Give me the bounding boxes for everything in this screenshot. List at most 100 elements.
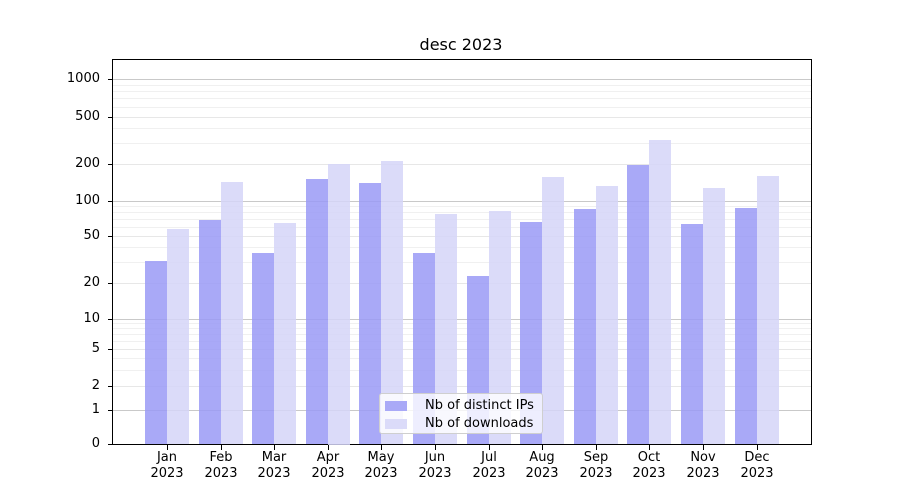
bar-downloads-jul [489, 211, 511, 444]
x-tick-label: Dec 2023 [740, 450, 774, 481]
y-tick-label: 100 [75, 193, 100, 208]
x-tick [274, 445, 275, 450]
gridline-major [113, 79, 811, 80]
y-tick-label: 50 [83, 228, 100, 243]
bar-ips-oct [627, 165, 649, 444]
x-tick [381, 445, 382, 450]
bar-ips-feb [199, 220, 221, 444]
y-tick [108, 283, 113, 284]
bar-downloads-dec [757, 176, 779, 444]
bar-ips-sep [574, 209, 596, 444]
x-tick-label: Apr 2023 [311, 450, 345, 481]
gridline-major [113, 386, 811, 387]
bar-ips-mar [252, 253, 274, 444]
y-tick-label: 5 [91, 341, 100, 356]
y-tick [108, 236, 113, 237]
bar-downloads-feb [221, 182, 243, 444]
bar-ips-dec [735, 208, 757, 444]
gridline-major [113, 283, 811, 284]
gridline-minor [113, 98, 811, 99]
x-tick-label: Nov 2023 [686, 450, 720, 481]
bar-ips-nov [681, 224, 703, 444]
y-tick-label: 1 [91, 402, 100, 417]
gridline-minor [113, 91, 811, 92]
legend-entry: Nb of distinct IPs [385, 397, 542, 414]
y-tick-label: 500 [75, 109, 100, 124]
x-tick-label: May 2023 [364, 450, 398, 481]
legend-label: Nb of distinct IPs [425, 398, 534, 413]
x-tick [596, 445, 597, 450]
x-tick-label: Jan 2023 [150, 450, 184, 481]
x-tick-label: Sep 2023 [579, 450, 613, 481]
gridline-major [113, 319, 811, 320]
gridline-minor [113, 107, 811, 108]
bar-ips-jan [145, 261, 167, 444]
gridline-minor [113, 143, 811, 144]
gridline-major [113, 164, 811, 165]
bar-ips-aug [520, 222, 542, 444]
legend-swatch [385, 400, 407, 411]
gridline-minor [113, 262, 811, 263]
gridline-minor [113, 85, 811, 86]
gridline-minor [113, 128, 811, 129]
legend-entry: Nb of downloads [385, 415, 542, 432]
gridline-minor [113, 370, 811, 371]
y-tick-label: 10 [83, 311, 100, 326]
x-tick-label: Mar 2023 [257, 450, 291, 481]
x-tick-label: Jul 2023 [472, 450, 506, 481]
plot-area: Nb of distinct IPs Nb of downloads [112, 59, 812, 445]
gridline-minor [113, 227, 811, 228]
y-tick [108, 349, 113, 350]
x-tick-label: Oct 2023 [632, 450, 666, 481]
bar-downloads-may [381, 161, 403, 444]
y-tick [108, 386, 113, 387]
bar-downloads-mar [274, 223, 296, 444]
gridline-minor [113, 341, 811, 342]
bar-ips-apr [306, 179, 328, 444]
x-tick [649, 445, 650, 450]
y-tick [108, 164, 113, 165]
x-tick [757, 445, 758, 450]
gridline-minor [113, 206, 811, 207]
gridline-minor [113, 334, 811, 335]
y-tick-label: 0 [91, 436, 100, 451]
legend: Nb of distinct IPs Nb of downloads [379, 393, 543, 434]
y-tick [108, 410, 113, 411]
x-tick-label: Feb 2023 [204, 450, 238, 481]
x-tick [328, 445, 329, 450]
gridline-minor [113, 212, 811, 213]
y-tick [108, 444, 113, 445]
y-tick [108, 117, 113, 118]
x-tick-label: Aug 2023 [525, 450, 559, 481]
bar-downloads-jun [435, 214, 457, 444]
gridline-major [113, 117, 811, 118]
gridline-minor [113, 323, 811, 324]
gridline-minor [113, 358, 811, 359]
bar-ips-may [359, 183, 381, 444]
bar-downloads-sep [596, 186, 618, 444]
gridline-major [113, 201, 811, 202]
x-tick [703, 445, 704, 450]
x-tick-label: Jun 2023 [418, 450, 452, 481]
gridline-minor [113, 219, 811, 220]
x-tick [221, 445, 222, 450]
x-tick [167, 445, 168, 450]
x-tick [435, 445, 436, 450]
gridline-minor [113, 247, 811, 248]
x-tick [489, 445, 490, 450]
y-tick-label: 20 [83, 275, 100, 290]
bar-downloads-nov [703, 188, 725, 444]
bar-downloads-jan [167, 229, 189, 444]
chart-title: desc 2023 [419, 35, 503, 54]
legend-label: Nb of downloads [425, 416, 534, 431]
legend-swatch [385, 418, 407, 429]
y-tick [108, 201, 113, 202]
gridline-major [113, 236, 811, 237]
bar-downloads-aug [542, 177, 564, 444]
y-tick [108, 79, 113, 80]
y-tick-label: 2 [91, 378, 100, 393]
x-tick [542, 445, 543, 450]
bar-downloads-oct [649, 140, 671, 444]
bar-downloads-apr [328, 164, 350, 445]
